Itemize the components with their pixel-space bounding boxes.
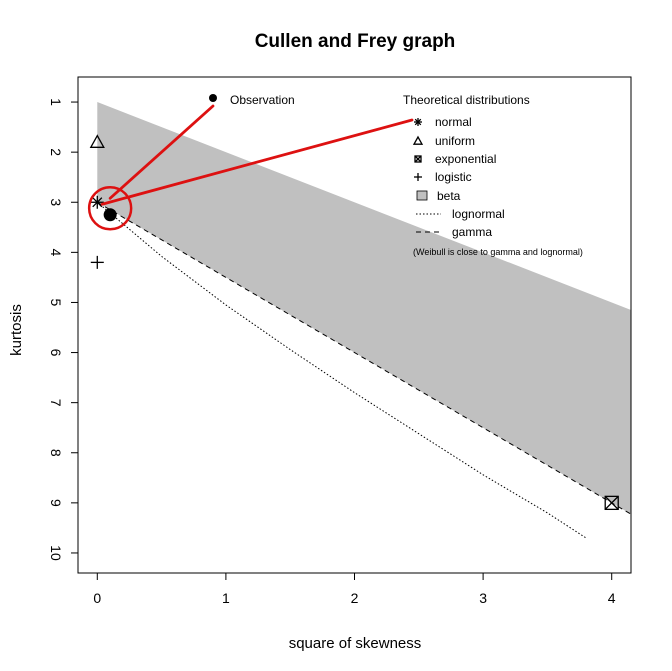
exponential-point xyxy=(604,495,619,511)
gamma-legend-label: gamma xyxy=(452,225,492,239)
normal-legend-symbol-stroke xyxy=(414,118,422,126)
observation-point xyxy=(103,208,117,222)
legend-title: Theoretical distributions xyxy=(403,93,530,107)
normal-point xyxy=(90,195,104,209)
x-axis-label: square of skewness xyxy=(289,635,422,652)
logistic-legend-symbol xyxy=(414,173,422,181)
uniform-legend-symbol-shape xyxy=(412,135,424,145)
y-tick-label: 9 xyxy=(48,499,64,507)
annotation-arrow-normal xyxy=(100,118,414,206)
plot-area xyxy=(96,102,631,539)
normal-legend-label: normal xyxy=(435,115,472,129)
beta-region xyxy=(97,102,631,515)
exponential-point-stroke xyxy=(604,495,619,510)
annotation-arrow-observation xyxy=(108,104,215,200)
gamma-line xyxy=(97,201,631,515)
uniform-point xyxy=(89,134,105,148)
normal-legend-symbol xyxy=(414,118,422,126)
exponential-legend-symbol xyxy=(414,155,422,163)
beta-legend-label: beta xyxy=(437,189,461,203)
x-tick-label: 0 xyxy=(93,590,101,606)
logistic-point xyxy=(90,255,104,269)
y-tick-label: 3 xyxy=(48,198,64,206)
uniform-point-shape xyxy=(89,134,105,148)
chart-title: Cullen and Frey graph xyxy=(255,31,456,52)
normal-point-stroke xyxy=(92,197,103,208)
x-tick-label: 1 xyxy=(222,590,230,606)
lognormal-legend-label: lognormal xyxy=(452,207,505,221)
y-tick-label: 8 xyxy=(48,449,64,457)
observation-legend-dot xyxy=(209,94,217,102)
y-tick-label: 7 xyxy=(48,399,64,407)
y-tick-label: 2 xyxy=(48,148,64,156)
exponential-point-box xyxy=(604,495,619,511)
x-tick-label: 4 xyxy=(608,590,616,606)
exponential-legend-symbol-box xyxy=(414,155,422,163)
y-tick-label: 6 xyxy=(48,349,64,357)
observation-legend-label: Observation xyxy=(230,93,295,107)
exponential-legend-symbol-stroke xyxy=(414,155,422,163)
exponential-legend-label: exponential xyxy=(435,152,496,166)
y-tick-label: 10 xyxy=(48,545,64,561)
logistic-legend-label: logistic xyxy=(435,170,472,184)
y-tick-label: 1 xyxy=(48,98,64,106)
x-tick-label: 3 xyxy=(479,590,487,606)
uniform-legend-label: uniform xyxy=(435,134,475,148)
legend-note: (Weibull is close to gamma and lognormal… xyxy=(413,247,583,257)
beta-legend-swatch xyxy=(416,190,428,201)
annotation-circle xyxy=(87,186,133,231)
y-axis-label: kurtosis xyxy=(8,304,25,356)
uniform-legend-symbol xyxy=(412,135,424,145)
y-tick-label: 5 xyxy=(48,299,64,307)
y-tick-label: 4 xyxy=(48,248,64,256)
x-tick-label: 2 xyxy=(351,590,359,606)
lognormal-curve xyxy=(96,201,587,539)
